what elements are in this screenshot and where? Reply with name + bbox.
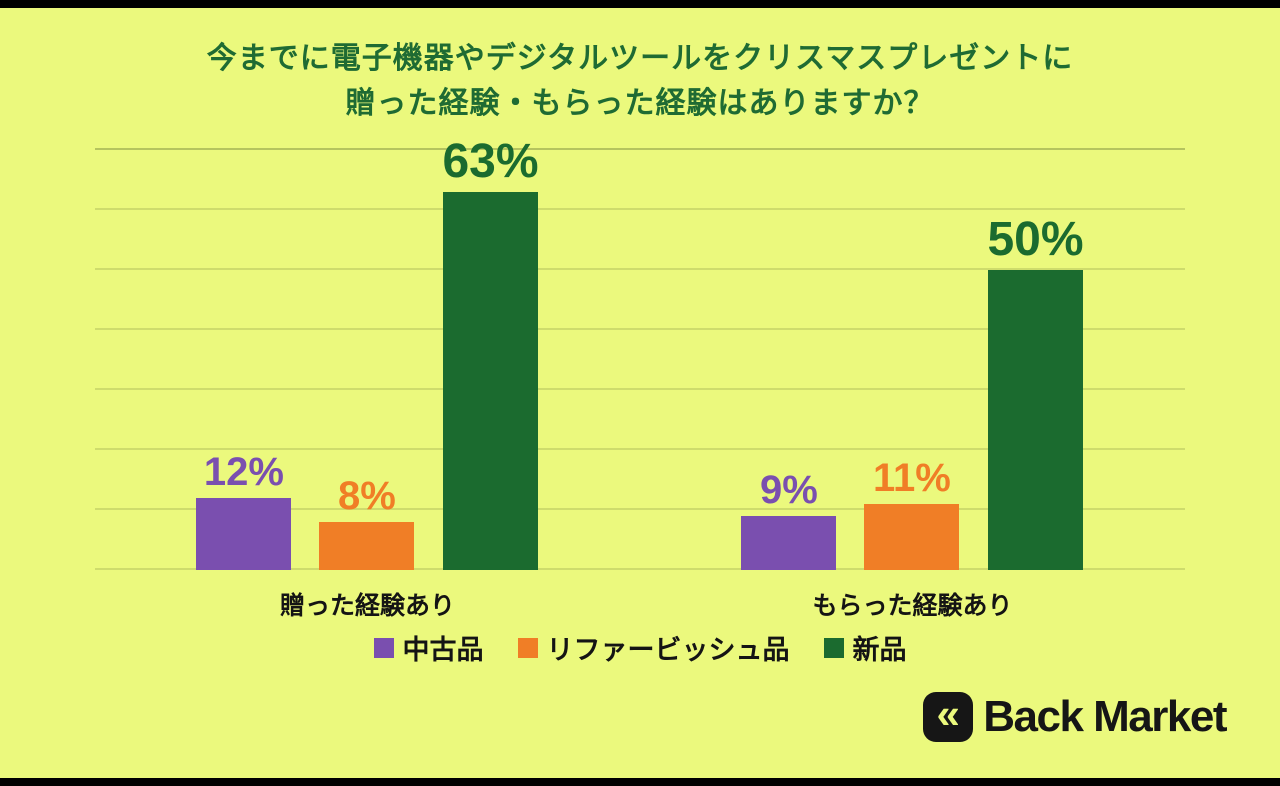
bar-value-label: 9% bbox=[760, 468, 818, 512]
chart-title-line-1: 今までに電子機器やデジタルツールをクリスマスプレゼントに bbox=[206, 42, 1074, 75]
bar-column: 12% bbox=[196, 450, 292, 570]
back-market-logo-text: Back Market bbox=[983, 692, 1227, 741]
legend-item: 新品 bbox=[823, 628, 907, 667]
chart-title-line-2: 贈った経験・もらった経験はありますか？ bbox=[345, 87, 935, 120]
bar bbox=[442, 192, 538, 570]
legend-label: 新品 bbox=[852, 635, 907, 665]
legend-swatch bbox=[517, 637, 538, 658]
plot-area: 12% 8% 63% 9% 11% 50% bbox=[95, 138, 1185, 570]
category-labels-row: 贈った経験あり もらった経験あり bbox=[95, 586, 1185, 622]
category-label-gifted: 贈った経験あり bbox=[279, 592, 455, 620]
back-market-logo-icon: « bbox=[923, 692, 974, 742]
legend-item: 中古品 bbox=[373, 628, 484, 667]
bar-value-label: 63% bbox=[442, 135, 539, 188]
bar bbox=[741, 516, 837, 570]
bar-value-label: 50% bbox=[987, 213, 1084, 266]
bar-column: 8% bbox=[319, 474, 415, 570]
bar-value-label: 11% bbox=[873, 456, 951, 500]
bar-column: 63% bbox=[442, 135, 539, 570]
legend-label: 中古品 bbox=[402, 635, 484, 665]
bar bbox=[864, 504, 960, 570]
bar-column: 11% bbox=[864, 456, 960, 570]
top-letterbox bbox=[0, 0, 1280, 8]
bar-group: 9% 11% 50% bbox=[741, 213, 1084, 570]
bar-value-label: 12% bbox=[203, 450, 284, 494]
category-label-received: もらった経験あり bbox=[812, 592, 1013, 620]
bar-column: 50% bbox=[987, 213, 1084, 570]
legend-label: リファービッシュ品 bbox=[546, 635, 790, 665]
bar bbox=[987, 270, 1083, 570]
back-market-logo: « Back Market bbox=[923, 692, 1227, 742]
chart-title: 今までに電子機器やデジタルツールをクリスマスプレゼントに 贈った経験・もらった経… bbox=[0, 36, 1280, 126]
legend-swatch bbox=[823, 637, 844, 658]
legend-swatch bbox=[373, 637, 394, 658]
bar bbox=[196, 498, 292, 570]
bottom-letterbox bbox=[0, 778, 1280, 786]
bar-group: 12% 8% 63% bbox=[196, 135, 539, 570]
bar bbox=[319, 522, 415, 570]
legend-item: リファービッシュ品 bbox=[517, 628, 790, 667]
bar-value-label: 8% bbox=[338, 474, 396, 518]
legend: 中古品 リファービッシュ品 新品 bbox=[0, 628, 1280, 667]
bar-column: 9% bbox=[741, 468, 837, 570]
